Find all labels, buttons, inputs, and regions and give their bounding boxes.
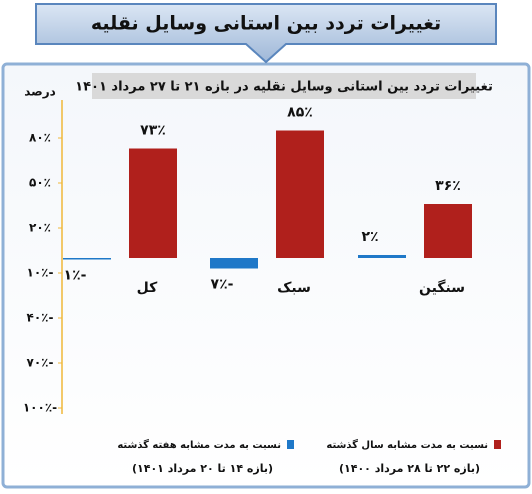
bar bbox=[129, 148, 177, 258]
header-banner bbox=[35, 3, 497, 64]
value-label: ۱٪- bbox=[64, 268, 87, 284]
title-box bbox=[92, 73, 476, 99]
legend-label: نسبت به مدت مشابه سال گذشته bbox=[326, 438, 488, 451]
bar bbox=[276, 130, 324, 258]
value-label: ۳۶٪ bbox=[435, 178, 461, 194]
legend-period: (بازه ۱۴ تا ۲۰ مرداد ۱۴۰۱) bbox=[132, 462, 273, 475]
y-tick-label: ۴۰٪- bbox=[27, 311, 54, 325]
chart-title: تغییرات تردد بین استانی وسایل نقلیه در ب… bbox=[75, 80, 493, 95]
y-tick-label: ۸۰٪ bbox=[29, 131, 51, 145]
bar bbox=[424, 204, 472, 258]
legend-swatch bbox=[287, 440, 294, 449]
bar bbox=[210, 258, 258, 269]
legend-label: نسبت به مدت مشابه هفته گذشته bbox=[117, 438, 281, 451]
value-label: ۸۵٪ bbox=[287, 105, 313, 121]
value-label: ۲٪ bbox=[361, 229, 378, 245]
y-tick-label: ۵۰٪ bbox=[29, 176, 51, 190]
legend-period: (بازه ۲۲ تا ۲۸ مرداد ۱۴۰۰) bbox=[339, 462, 480, 475]
header-title: تغییرات تردد بین استانی وسایل نقلیه bbox=[91, 13, 441, 35]
value-label: ۷۳٪ bbox=[140, 123, 166, 139]
x-tick-label: کل bbox=[137, 280, 158, 296]
x-tick-label: سنگین bbox=[419, 279, 465, 296]
bar bbox=[63, 258, 111, 260]
y-tick-label: ۷۰٪- bbox=[27, 356, 54, 370]
y-tick-label: ۱۰۰٪- bbox=[23, 401, 57, 415]
legend-swatch bbox=[494, 440, 501, 449]
value-label: ۷٪- bbox=[211, 277, 234, 293]
y-tick-label: ۱۰٪- bbox=[27, 266, 54, 280]
x-tick-label: سبک bbox=[277, 280, 311, 296]
y-tick-label: ۲۰٪ bbox=[29, 221, 51, 235]
y-axis-label: درصد bbox=[24, 85, 56, 99]
bar bbox=[358, 255, 406, 258]
